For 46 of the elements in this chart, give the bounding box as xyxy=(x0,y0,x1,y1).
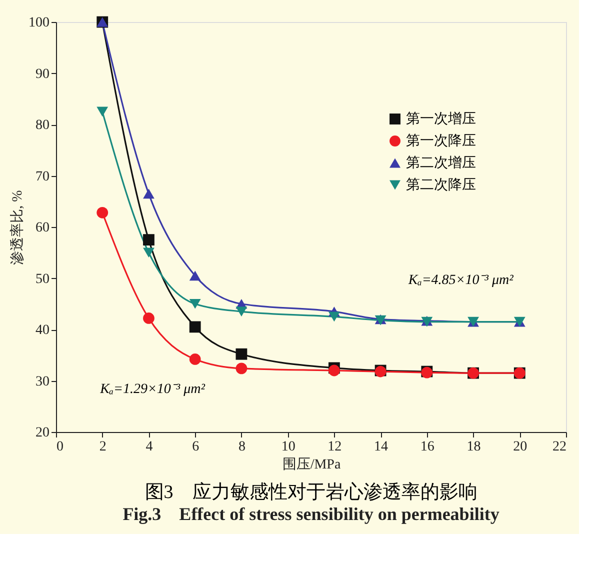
y-tick-label: 70 xyxy=(36,169,50,184)
y-tick-label: 50 xyxy=(36,272,50,287)
point xyxy=(96,106,108,117)
x-tick-label: 6 xyxy=(192,440,200,454)
point xyxy=(236,362,248,374)
point xyxy=(236,348,248,360)
y-tick-label: 40 xyxy=(36,323,50,338)
x-tick-label: 10 xyxy=(281,440,296,454)
x-tick-label: 12 xyxy=(328,440,342,454)
x-tick-label: 20 xyxy=(513,440,528,454)
point xyxy=(143,312,154,324)
y-tick-label: 80 xyxy=(36,118,50,133)
x-tick-label: 14 xyxy=(374,440,388,454)
y-tick-label: 100 xyxy=(28,16,50,30)
x-axis-title: 围压/MPa xyxy=(282,458,342,472)
point xyxy=(189,298,201,309)
legend-label: 第二次降压 xyxy=(406,177,476,193)
point xyxy=(189,321,201,333)
x-tick-label: 16 xyxy=(420,440,434,454)
y-tick-label: 30 xyxy=(36,374,50,390)
point xyxy=(189,354,201,365)
y-tick-label: 60 xyxy=(36,220,50,236)
legend-label: 第二次增压 xyxy=(406,155,476,171)
point xyxy=(96,206,108,218)
point xyxy=(328,364,340,376)
y-axis-title: 渗透率比, % xyxy=(10,190,26,265)
x-tick-label: 0 xyxy=(56,440,64,454)
annotation: Kₐ=4.85×10⁻³ μm² xyxy=(407,272,514,288)
point xyxy=(236,306,248,316)
point xyxy=(143,248,154,258)
x-tick-label: 8 xyxy=(238,440,246,454)
point xyxy=(328,312,340,322)
annotation: Kₐ=1.29×10⁻³ μm² xyxy=(99,382,206,398)
x-tick-label: 18 xyxy=(466,440,481,454)
text: Fig.3 Effect of stress sensibility on permeability xyxy=(122,504,500,524)
point xyxy=(143,234,154,246)
legend-label: 第一次增压 xyxy=(406,111,476,127)
point xyxy=(189,270,201,281)
x-tick-label: 22 xyxy=(552,440,566,454)
legend-label: 第一次降压 xyxy=(406,133,476,149)
y-tick-label: 90 xyxy=(36,66,50,82)
text: 图3 应力敏感性对于岩心渗透率的影响 xyxy=(144,481,478,503)
y-tick-label: 20 xyxy=(36,426,50,440)
x-tick-label: 4 xyxy=(146,440,153,454)
x-tick-label: 2 xyxy=(99,440,106,454)
point xyxy=(143,188,154,199)
